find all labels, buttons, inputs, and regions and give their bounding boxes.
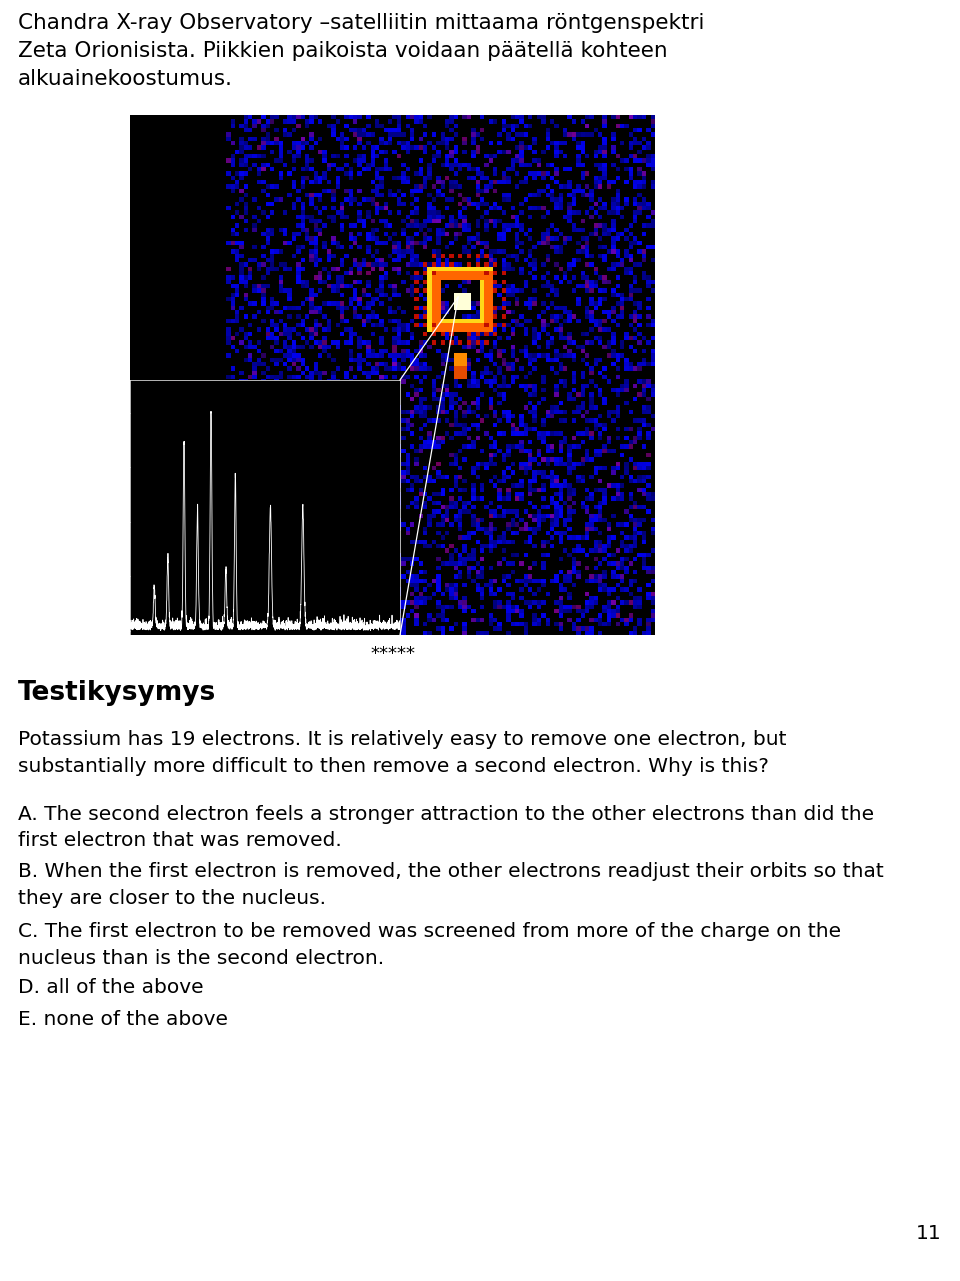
Text: E. none of the above: E. none of the above	[18, 1009, 228, 1029]
Text: 11: 11	[916, 1225, 942, 1243]
Text: Chandra X-ray Observatory –satelliitin mittaama röntgenspektri
Zeta Orionisista.: Chandra X-ray Observatory –satelliitin m…	[18, 13, 705, 88]
Text: C. The first electron to be removed was screened from more of the charge on the
: C. The first electron to be removed was …	[18, 922, 841, 967]
Text: Potassium has 19 electrons. It is relatively easy to remove one electron, but
su: Potassium has 19 electrons. It is relati…	[18, 730, 786, 775]
Text: *****: *****	[371, 646, 416, 664]
Text: Testikysymys: Testikysymys	[18, 680, 216, 706]
Text: B. When the first electron is removed, the other electrons readjust their orbits: B. When the first electron is removed, t…	[18, 862, 884, 907]
Text: D. all of the above: D. all of the above	[18, 977, 204, 997]
Text: A. The second electron feels a stronger attraction to the other electrons than d: A. The second electron feels a stronger …	[18, 804, 875, 851]
